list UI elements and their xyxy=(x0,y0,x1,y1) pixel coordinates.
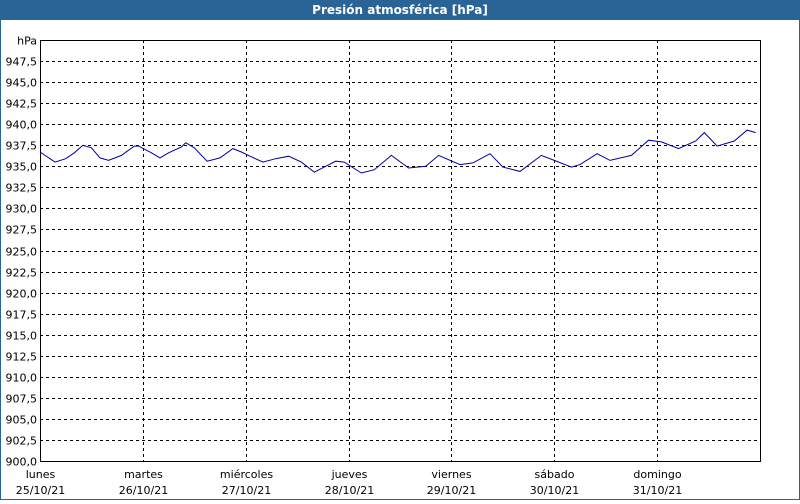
y-tick-label: 937,5 xyxy=(6,140,38,153)
y-tick-label: 922,5 xyxy=(6,267,38,280)
y-tick-label: hPa xyxy=(17,35,37,48)
y-tick-label: 932,5 xyxy=(6,182,38,195)
x-tick-label: viernes xyxy=(431,468,471,481)
x-tick-label: lunes xyxy=(26,468,56,481)
y-tick-label: 902,5 xyxy=(6,435,38,448)
y-tick-label: 935,0 xyxy=(6,161,38,174)
x-tick-sublabel: 31/10/21 xyxy=(633,484,682,497)
y-tick-label: 947,5 xyxy=(6,56,38,69)
x-tick-label: sábado xyxy=(535,468,575,481)
chart-title: Presión atmosférica [hPa] xyxy=(312,3,488,17)
y-tick-label: 907,5 xyxy=(6,393,38,406)
y-tick-label: 927,5 xyxy=(6,224,38,237)
x-tick-sublabel: 30/10/21 xyxy=(530,484,579,497)
y-tick-label: 942,5 xyxy=(6,98,38,111)
y-tick-label: 905,0 xyxy=(6,414,38,427)
y-tick-label: 915,0 xyxy=(6,330,38,343)
y-tick-label: 945,0 xyxy=(6,77,38,90)
x-tick-sublabel: 25/10/21 xyxy=(16,484,65,497)
y-tick-label: 912,5 xyxy=(6,351,38,364)
plot-border xyxy=(40,40,761,462)
y-tick-label: 940,0 xyxy=(6,119,38,132)
x-tick-sublabel: 29/10/21 xyxy=(427,484,476,497)
y-tick-label: 910,0 xyxy=(6,372,38,385)
x-tick-label: jueves xyxy=(331,468,368,481)
pressure-line xyxy=(39,129,756,174)
y-tick-label: 925,0 xyxy=(6,246,38,259)
x-tick-label: martes xyxy=(124,468,163,481)
x-tick-label: domingo xyxy=(633,468,681,481)
x-tick-sublabel: 27/10/21 xyxy=(222,484,271,497)
y-tick-label: 917,5 xyxy=(6,309,38,322)
y-tick-label: 920,0 xyxy=(6,288,38,301)
x-tick-sublabel: 28/10/21 xyxy=(325,484,374,497)
x-tick-sublabel: 26/10/21 xyxy=(119,484,168,497)
y-tick-label: 930,0 xyxy=(6,203,38,216)
title-bar xyxy=(0,0,800,20)
x-tick-label: miércoles xyxy=(220,468,273,481)
y-tick-label: 900,0 xyxy=(6,456,38,469)
